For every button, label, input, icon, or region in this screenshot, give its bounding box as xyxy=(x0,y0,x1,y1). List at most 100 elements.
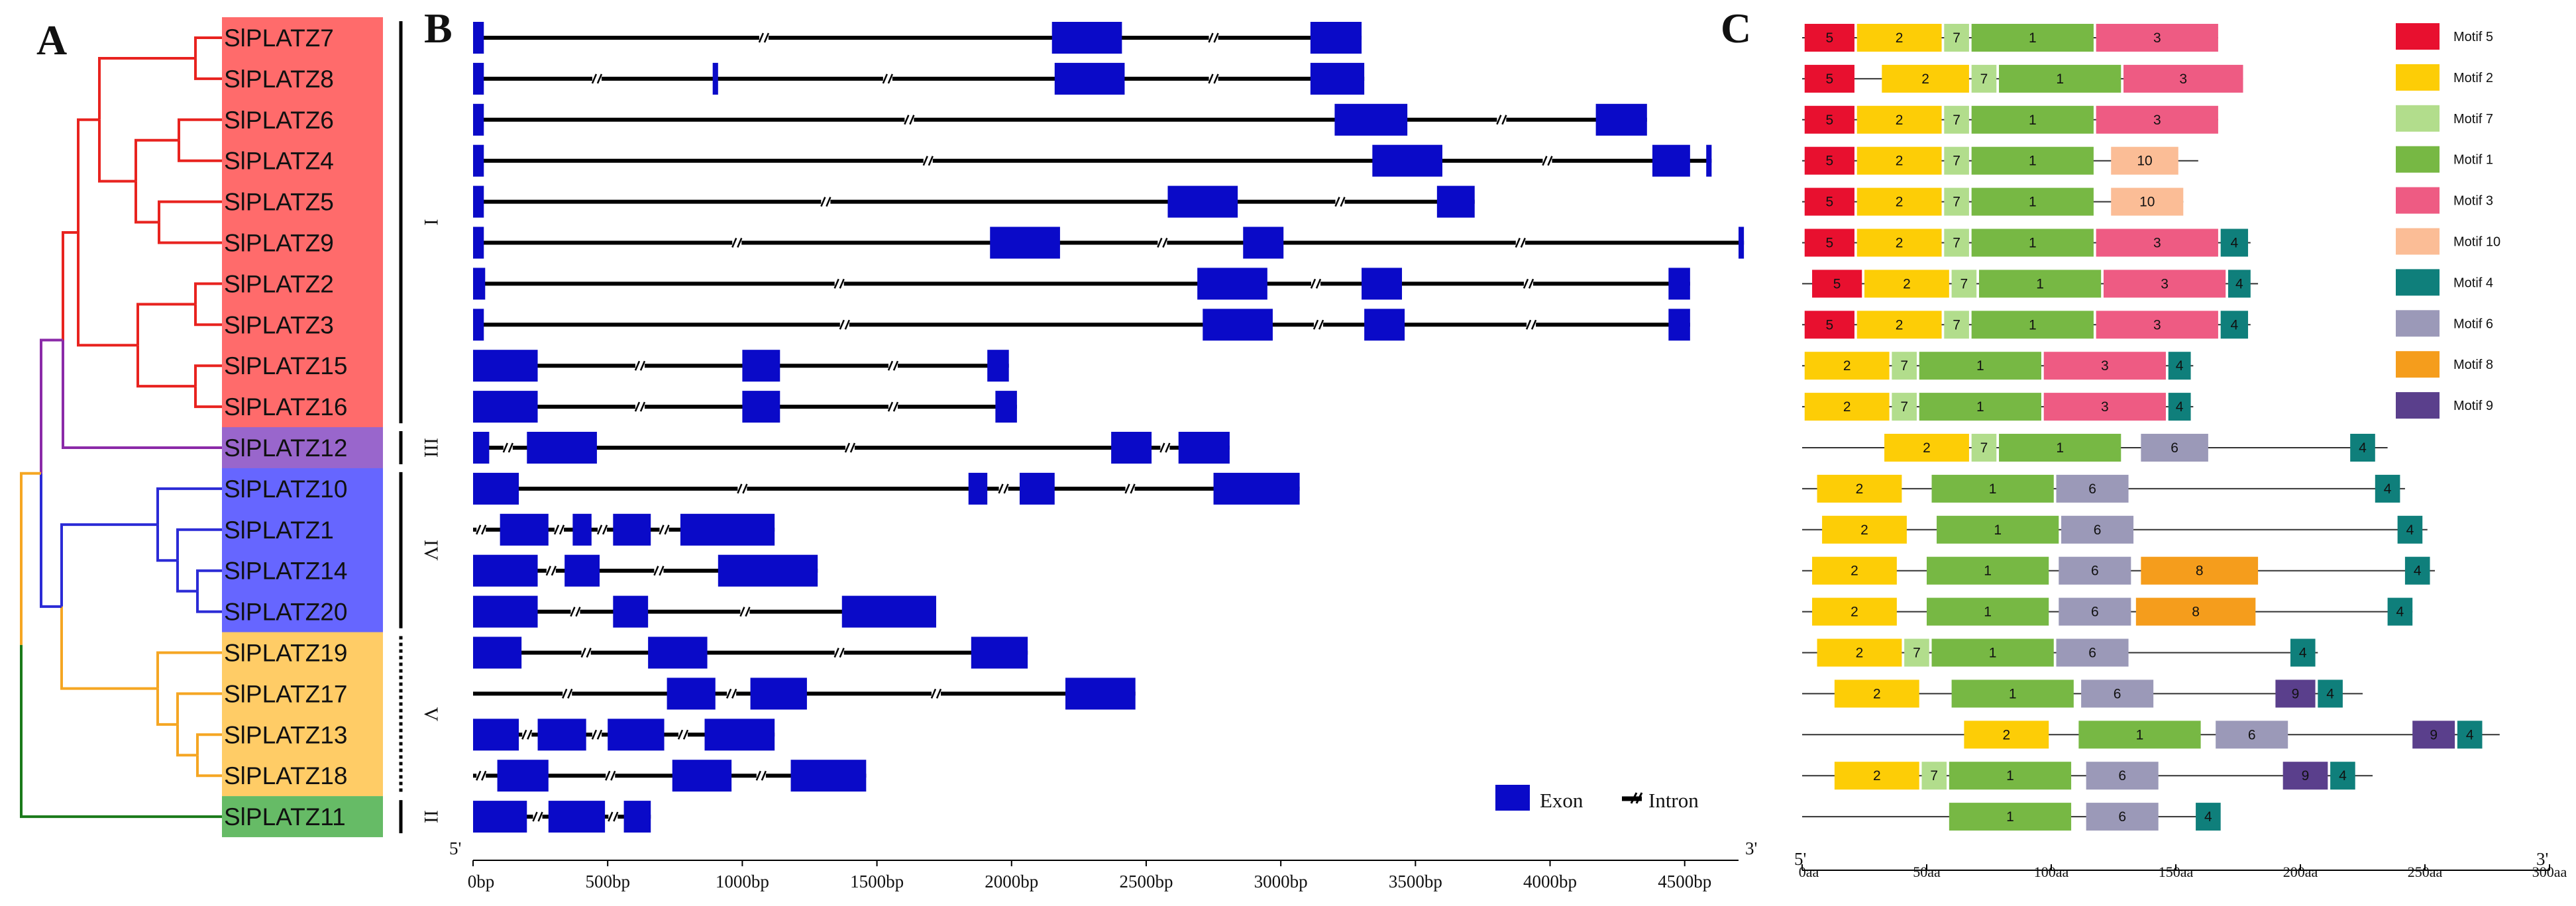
motif-label: 7 xyxy=(1953,30,1960,46)
motif-label: 2 xyxy=(1896,30,1904,46)
motif-label: 1 xyxy=(1976,399,1984,415)
intron-break-mark xyxy=(936,688,942,699)
gene-structure-row-SlPLATZ3 xyxy=(473,309,1690,341)
intron-break-gap xyxy=(476,526,486,533)
intron-break-mark xyxy=(839,319,845,330)
intron-break-mark xyxy=(887,360,894,371)
gene-structure-row-SlPLATZ9 xyxy=(473,226,1744,259)
motif-7-block xyxy=(1944,105,1969,134)
exon-block xyxy=(572,513,592,546)
motif-3-block xyxy=(2103,270,2226,298)
intron-break-gap xyxy=(598,526,608,533)
motif-label: 4 xyxy=(2231,236,2239,251)
motif-label: 1 xyxy=(1976,358,1984,374)
exon-block xyxy=(608,719,665,751)
group-label-I: I xyxy=(420,219,442,226)
motif-legend-label-4: Motif 4 xyxy=(2453,276,2493,290)
intron-break-gap xyxy=(522,731,532,738)
motif-label: 3 xyxy=(2161,276,2169,291)
motif-7-block xyxy=(1944,228,1969,257)
motif-legend-label-7: Motif 7 xyxy=(2453,112,2493,126)
motif-9-block xyxy=(2275,680,2316,708)
intron-break-gap xyxy=(476,772,486,780)
exon-block xyxy=(1310,62,1365,95)
exon-block xyxy=(995,391,1017,423)
motif-2-block xyxy=(1856,311,1942,339)
motif-7-block xyxy=(1944,24,1969,52)
intron-break-gap xyxy=(1497,116,1507,123)
motif-legend-label-1: Motif 1 xyxy=(2453,153,2493,168)
intron-break-mark xyxy=(634,360,641,371)
intron-break-gap xyxy=(1208,75,1218,82)
exon-block xyxy=(1372,144,1442,177)
motif-label: 1 xyxy=(1984,605,1992,620)
intron-break-gap xyxy=(883,75,892,82)
intron-break-mark xyxy=(737,238,743,248)
motif-2-block xyxy=(1822,515,1907,544)
gene-label-SlPLATZ10: SlPLATZ10 xyxy=(224,476,347,503)
motif-5-block xyxy=(1812,270,1862,298)
intron-break-mark xyxy=(659,525,665,535)
motif-label: 7 xyxy=(1953,317,1960,332)
motif-1-block xyxy=(1919,393,2041,421)
intron-break-mark xyxy=(1208,32,1214,43)
motif-2-block xyxy=(1856,187,1942,216)
motif-1-block xyxy=(1999,64,2121,93)
exon-block xyxy=(473,391,538,423)
intron-break-gap xyxy=(608,813,618,821)
motif-label: 4 xyxy=(2396,605,2404,620)
motif-1-block xyxy=(1927,597,2049,626)
motif-label: 1 xyxy=(2136,727,2144,742)
motif-label: 3 xyxy=(2179,72,2187,87)
motif-6-block xyxy=(2056,474,2129,503)
intron-break-gap xyxy=(845,444,855,451)
gene-label-SlPLATZ13: SlPLATZ13 xyxy=(224,721,347,748)
motif-label: 2 xyxy=(1843,399,1851,415)
motif-legend-swatch-5 xyxy=(2396,23,2440,50)
intron-break-gap xyxy=(834,649,844,656)
motif-label: 4 xyxy=(2204,809,2212,825)
phylogenetic-tree xyxy=(20,36,222,819)
motif-row-SlPLATZ12: 2 7 1 6 4 xyxy=(1802,434,2388,462)
motif-legend: Motif 5 Motif 2 Motif 7 Motif 1 Motif 3 Motif… xyxy=(2396,23,2500,419)
exon-block xyxy=(473,719,519,751)
intron-break-gap xyxy=(1314,321,1324,328)
intron-break-gap xyxy=(904,116,914,123)
gs-tick-label: 1500bp xyxy=(850,872,904,891)
exon-block xyxy=(1065,678,1136,710)
motif-label: 2 xyxy=(1896,236,1904,251)
motif-7-block xyxy=(1971,434,1997,462)
intron-break-mark xyxy=(562,688,568,699)
motif-label: 1 xyxy=(1984,564,1992,579)
intron-break-mark xyxy=(610,770,616,781)
exon-block xyxy=(497,760,549,792)
motif-5-block xyxy=(1804,105,1854,134)
motif-label: 4 xyxy=(2235,276,2243,291)
intron-break-gap xyxy=(546,567,556,574)
intron-break-gap xyxy=(821,198,831,205)
motif-4-block xyxy=(2220,228,2249,257)
gene-structure-row-SlPLATZ16 xyxy=(473,391,1017,423)
gene-label-SlPLATZ6: SlPLATZ6 xyxy=(224,107,334,134)
intron-break-mark xyxy=(634,401,641,412)
motif-label: 2 xyxy=(1896,154,1904,169)
motif-7-block xyxy=(1971,64,1997,93)
intron-break-gap xyxy=(635,362,645,370)
gene-structure-row-SlPLATZ12 xyxy=(473,432,1230,464)
intron-break-mark xyxy=(605,770,611,781)
motif-label: 2 xyxy=(1896,113,1904,128)
intron-break-gap xyxy=(888,362,898,370)
motif-label: 5 xyxy=(1826,195,1834,210)
exon-block xyxy=(527,432,597,464)
motif-label: 1 xyxy=(2006,809,2014,825)
intron-break-mark xyxy=(545,566,552,576)
intron-break-mark xyxy=(1340,197,1346,207)
group-label-III: III xyxy=(420,438,442,458)
intron-break-gap xyxy=(931,690,941,697)
motif-2-block xyxy=(1817,474,1902,503)
gene-label-SlPLATZ12: SlPLATZ12 xyxy=(224,434,347,462)
motif-1-block xyxy=(1999,434,2121,462)
gene-label-SlPLATZ4: SlPLATZ4 xyxy=(224,148,334,175)
intron-break-mark xyxy=(930,688,937,699)
intron-break-mark xyxy=(639,360,646,371)
